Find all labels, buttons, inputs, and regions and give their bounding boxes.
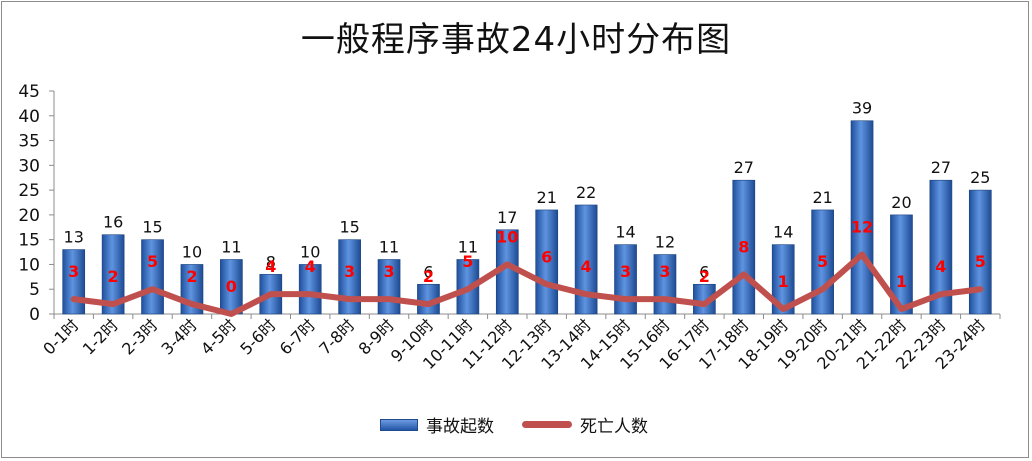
y-tick-label: 25	[18, 181, 40, 201]
bar-value-label: 6	[423, 262, 433, 281]
death-value-label: 1	[778, 272, 789, 291]
bar-value-label: 27	[734, 158, 754, 177]
bar-value-label: 15	[142, 218, 162, 237]
death-line	[70, 251, 984, 317]
death-value-label: 5	[147, 252, 158, 271]
x-tick-label: 6-7时	[276, 315, 319, 358]
bar-value-label: 20	[891, 193, 911, 212]
bar-value-label: 12	[655, 233, 675, 252]
death-value-label: 3	[68, 262, 79, 281]
bar-value-label: 15	[339, 218, 359, 237]
legend-swatch-bars	[380, 418, 418, 431]
bar-value-label: 21	[812, 188, 832, 207]
bar	[298, 264, 322, 315]
death-value-label: 3	[344, 262, 355, 281]
y-tick-label: 5	[29, 280, 40, 300]
chart-title: 一般程序事故24小时分布图	[300, 20, 732, 60]
bar-value-label: 11	[379, 237, 399, 256]
death-value-label: 1	[896, 272, 907, 291]
chart-legend: 事故起数 死亡人数	[380, 412, 676, 437]
bar-value-label: 14	[773, 223, 793, 242]
x-tick-label: 7-8时	[315, 315, 358, 358]
y-tick-label: 0	[29, 305, 40, 325]
bar	[929, 179, 953, 315]
y-tick-label: 10	[18, 255, 40, 275]
bar	[62, 249, 86, 315]
y-tick-label: 20	[18, 206, 40, 226]
legend-label-line: 死亡人数	[580, 417, 648, 437]
bar-value-label: 22	[576, 183, 596, 202]
bar	[141, 239, 164, 315]
bar	[574, 204, 598, 315]
bar-value-label: 8	[266, 252, 276, 271]
bar-value-label: 11	[221, 237, 241, 256]
death-value-label: 12	[851, 218, 873, 237]
bar-value-label: 6	[699, 262, 709, 281]
death-value-label: 2	[186, 267, 197, 286]
death-value-label: 8	[738, 237, 749, 256]
death-value-label: 5	[817, 252, 828, 271]
y-tick-label: 30	[18, 156, 40, 176]
bar-value-label: 14	[615, 223, 635, 242]
death-value-label: 4	[265, 257, 276, 276]
y-tick-label: 45	[18, 82, 40, 102]
death-value-label: 0	[226, 277, 237, 296]
bar	[771, 244, 795, 315]
bar-value-label: 27	[931, 158, 951, 177]
bar-value-label: 39	[852, 99, 872, 118]
death-value-label: 2	[699, 267, 710, 286]
x-tick-label: 0-1时	[39, 315, 82, 358]
legend-item-line: 死亡人数	[522, 412, 648, 437]
death-value-label: 5	[975, 252, 986, 271]
legend-label-bars: 事故起数	[426, 417, 494, 437]
x-tick-label: 4-5时	[197, 315, 240, 358]
x-tick-label: 5-6时	[236, 315, 279, 358]
death-value-label: 4	[581, 257, 592, 276]
bar	[890, 214, 913, 315]
y-tick-label: 15	[18, 231, 40, 251]
bar	[101, 234, 125, 315]
death-value-label: 6	[541, 247, 552, 266]
death-value-label: 4	[935, 257, 946, 276]
bar-value-label: 13	[64, 228, 84, 247]
bar-value-label: 21	[537, 188, 557, 207]
death-value-label: 3	[383, 262, 394, 281]
death-value-label: 2	[108, 267, 119, 286]
death-value-label: 5	[462, 252, 473, 271]
death-value-label: 3	[620, 262, 631, 281]
death-value-label: 3	[659, 262, 670, 281]
bar-value-label: 11	[458, 237, 478, 256]
bar-value-label: 17	[497, 208, 517, 227]
death-value-label: 10	[496, 227, 518, 246]
y-tick-label: 40	[18, 107, 40, 127]
x-tick-label: 3-4时	[158, 315, 201, 358]
bar-value-label: 25	[970, 168, 990, 187]
death-value-label: 4	[305, 257, 316, 276]
bar-value-label: 10	[182, 242, 202, 261]
legend-swatch-line	[522, 421, 572, 428]
legend-item-bars: 事故起数	[380, 412, 494, 437]
y-tick-label: 35	[18, 132, 40, 152]
x-tick-label: 2-3时	[118, 315, 161, 358]
bar-value-label: 16	[103, 213, 123, 232]
bar-value-label: 10	[300, 242, 320, 261]
x-tick-label: 1-2时	[79, 315, 122, 358]
death-value-label: 2	[423, 267, 434, 286]
bar	[968, 189, 992, 315]
